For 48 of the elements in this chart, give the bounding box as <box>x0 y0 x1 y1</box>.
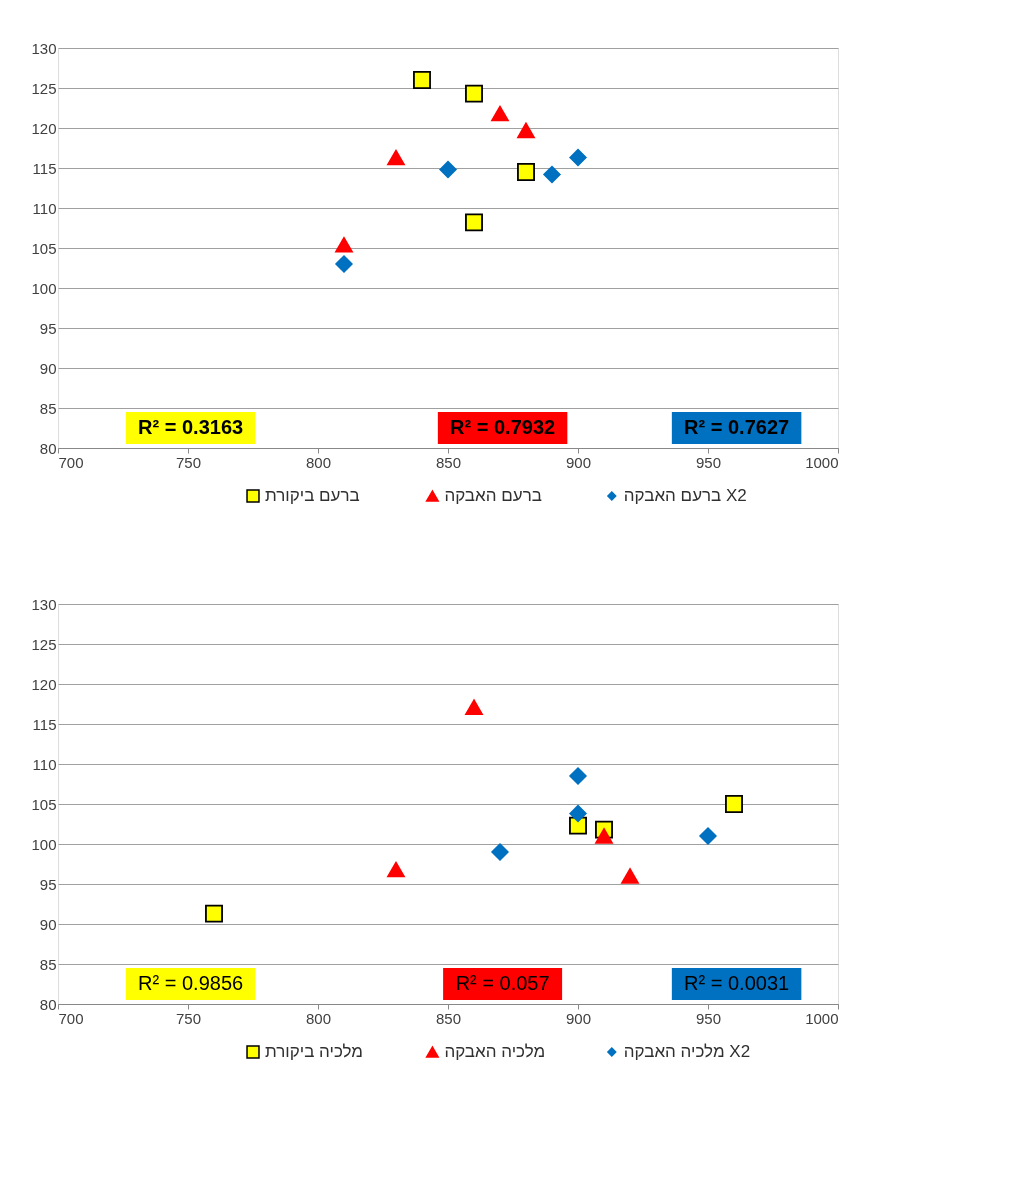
annotation: R² = 0.057 <box>455 972 550 994</box>
y-tick-label: 100 <box>31 835 57 853</box>
legend-label: ברעם ביקורת <box>265 486 360 505</box>
x-tick-label: 850 <box>435 453 462 471</box>
legend-label: ברעם האבקה <box>444 486 542 505</box>
y-tick-label: 95 <box>39 319 57 337</box>
legend-label: מלכיה האבקה X2 <box>623 1042 751 1061</box>
annotation: R² = 0.7627 <box>684 416 790 438</box>
y-tick-label: 85 <box>39 955 57 973</box>
x-tick-label: 800 <box>305 1009 332 1027</box>
y-tick-label: 105 <box>31 795 57 813</box>
y-tick-label: 115 <box>32 715 57 733</box>
y-tick-label: 80 <box>39 439 57 457</box>
annotation: R² = 0.0031 <box>684 972 790 994</box>
x-tick-label: 900 <box>565 453 592 471</box>
x-tick-label: 700 <box>58 1009 84 1027</box>
legend-label: ברעם האבקה X2 <box>623 486 747 505</box>
legend-label: מלכיה ביקורת <box>265 1042 364 1061</box>
x-tick-label: 800 <box>305 453 332 471</box>
y-tick-label: 95 <box>39 875 57 893</box>
y-tick-label: 110 <box>32 755 57 773</box>
x-tick-label: 700 <box>58 453 84 471</box>
x-tick-label: 750 <box>175 1009 202 1027</box>
y-tick-label: 125 <box>31 79 57 97</box>
y-tick-label: 90 <box>39 359 57 377</box>
x-tick-label: 950 <box>695 1009 722 1027</box>
y-tick-label: 90 <box>39 915 57 933</box>
y-tick-label: 115 <box>32 159 57 177</box>
y-tick-label: 130 <box>31 39 57 57</box>
y-tick-label: 125 <box>31 635 57 653</box>
x-tick-label: 750 <box>175 453 202 471</box>
y-tick-label: 110 <box>32 199 57 217</box>
y-tick-label: 85 <box>39 399 57 417</box>
annotation: R² = 0.7932 <box>450 416 556 438</box>
legend-label: מלכיה האבקה <box>444 1042 546 1061</box>
x-tick-label: 900 <box>565 1009 592 1027</box>
x-tick-label: 950 <box>695 453 722 471</box>
annotation: R² = 0.3163 <box>138 416 244 438</box>
x-tick-label: 1000 <box>805 1009 839 1027</box>
y-tick-label: 80 <box>39 995 57 1013</box>
y-tick-label: 100 <box>31 279 57 297</box>
y-tick-label: 120 <box>31 119 57 137</box>
y-tick-label: 105 <box>31 239 57 257</box>
y-tick-label: 130 <box>31 595 57 613</box>
x-tick-label: 1000 <box>805 453 839 471</box>
annotation: R² = 0.9856 <box>138 972 244 994</box>
y-tick-label: 120 <box>31 675 57 693</box>
x-tick-label: 850 <box>435 1009 462 1027</box>
